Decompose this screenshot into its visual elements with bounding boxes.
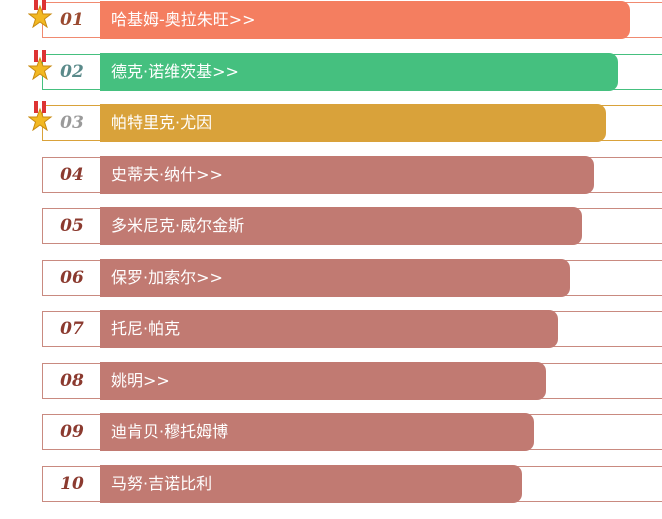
rank-row[interactable]: 03 帕特里克·尤因: [42, 104, 662, 142]
name-bar: 帕特里克·尤因: [100, 104, 606, 142]
rank-row[interactable]: 02 德克·诺维茨基>>: [42, 52, 662, 91]
rank-number: 03: [60, 113, 84, 133]
player-name[interactable]: 迪肯贝·穆托姆博: [111, 422, 229, 441]
player-name[interactable]: 马努·吉诺比利: [111, 473, 213, 493]
medal-icon: [28, 0, 53, 28]
player-name[interactable]: 托尼·帕克: [111, 319, 181, 338]
name-bar: 保罗·加索尔>>: [100, 258, 570, 297]
name-bar: 史蒂夫·纳什>>: [100, 155, 594, 194]
rank-number: 05: [60, 216, 84, 236]
rank-row[interactable]: 04 史蒂夫·纳什>>: [42, 155, 662, 194]
rank-row[interactable]: 01 哈基姆-奥拉朱旺>>: [42, 1, 662, 39]
medal-icon: [28, 49, 53, 80]
player-name[interactable]: 多米尼克·威尔金斯: [111, 216, 245, 235]
name-bar: 哈基姆-奥拉朱旺>>: [100, 1, 630, 39]
rank-row[interactable]: 08 姚明>>: [42, 361, 662, 400]
rank-number: 02: [60, 61, 84, 82]
rank-number: 07: [60, 319, 84, 339]
rank-number: 06: [60, 267, 84, 288]
name-bar: 德克·诺维茨基>>: [100, 52, 618, 91]
player-name[interactable]: 德克·诺维茨基>>: [111, 61, 239, 81]
rank-number: 08: [60, 370, 84, 391]
name-bar: 马努·吉诺比利: [100, 464, 522, 503]
player-name[interactable]: 史蒂夫·纳什>>: [111, 164, 223, 184]
rank-number: 09: [60, 422, 84, 442]
rank-row[interactable]: 05 多米尼克·威尔金斯: [42, 207, 662, 245]
player-name[interactable]: 帕特里克·尤因: [111, 113, 213, 132]
rank-row[interactable]: 10 马努·吉诺比利: [42, 464, 662, 503]
name-bar: 托尼·帕克: [100, 310, 558, 348]
rank-number: 04: [60, 164, 84, 185]
player-name[interactable]: 姚明>>: [111, 370, 170, 390]
medal-icon: [28, 101, 53, 131]
rank-row[interactable]: 09 迪肯贝·穆托姆博: [42, 413, 662, 451]
rank-row[interactable]: 06 保罗·加索尔>>: [42, 258, 662, 297]
rank-number: 01: [60, 10, 84, 30]
name-bar: 迪肯贝·穆托姆博: [100, 413, 534, 451]
name-bar: 姚明>>: [100, 361, 546, 400]
name-bar: 多米尼克·威尔金斯: [100, 207, 582, 245]
player-name[interactable]: 哈基姆-奥拉朱旺>>: [111, 10, 256, 29]
rank-row[interactable]: 07 托尼·帕克: [42, 310, 662, 348]
player-name[interactable]: 保罗·加索尔>>: [111, 267, 223, 287]
rank-number: 10: [60, 473, 84, 494]
